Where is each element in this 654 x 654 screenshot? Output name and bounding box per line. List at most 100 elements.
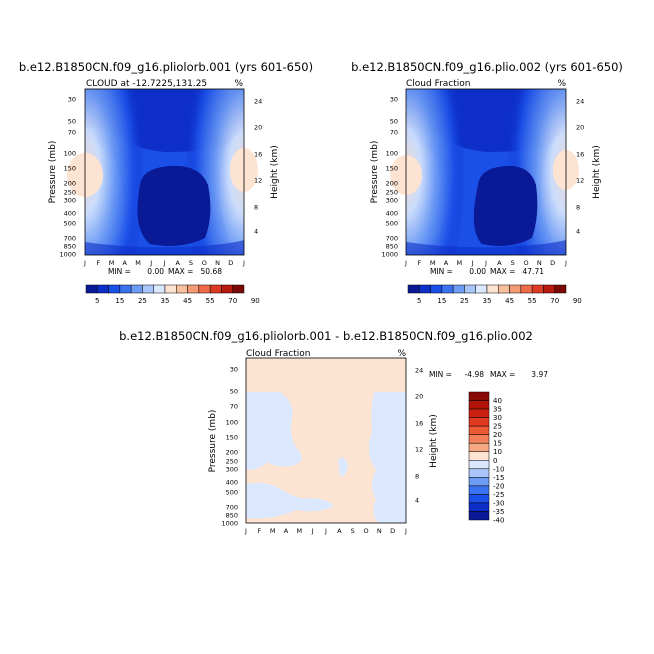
panel-2-yrtick: 24	[576, 98, 584, 106]
colorbar-label: 35	[483, 297, 492, 305]
panel-3-yrtick: 12	[415, 446, 423, 454]
panel-1-xtick: J	[242, 259, 245, 267]
panel-2-colorbar: 5 15 25 35 45 55 70 90	[407, 284, 582, 305]
panel-1-ylabel-right: Height (km)	[270, 145, 280, 199]
colorbar-label: -30	[493, 499, 504, 507]
colorbar-swatch	[142, 284, 154, 294]
panel-2-xtick: O	[523, 259, 528, 267]
colorbar-swatch	[468, 425, 490, 435]
panel-1-ytick: 300	[64, 197, 76, 205]
panel-2-x-ticks: J F M A M J J A S O N D J	[404, 259, 567, 267]
panel-3-ytick: 700	[226, 504, 238, 512]
colorbar-swatch	[441, 284, 454, 294]
panel-1-yrtick: 12	[254, 177, 262, 185]
colorbar-label: -25	[493, 491, 504, 499]
panel-3-xtick: J	[324, 527, 327, 535]
colorbar-label: -20	[493, 482, 504, 490]
panel-3-ytick: 30	[230, 366, 238, 374]
panel-1-ytick: 250	[64, 189, 76, 197]
panel-1-max-label: MAX =	[168, 267, 193, 276]
colorbar-swatch	[452, 284, 465, 294]
panel-2-xtick: F	[417, 259, 421, 267]
colorbar-swatch	[187, 284, 200, 294]
colorbar-swatch	[119, 284, 132, 294]
panel-3-xtick: J	[311, 527, 314, 535]
panel-1-yrtick: 24	[254, 98, 262, 106]
panel-1-subtitle: CLOUD at -12.7225,131.25	[86, 79, 207, 89]
colorbar-label: 55	[206, 297, 215, 305]
panel-1-xtick: O	[202, 259, 207, 267]
panel-1-title: b.e12.B1850CN.f09_g16.pliolorb.001 (yrs …	[19, 60, 313, 74]
panel-1-ytick: 50	[68, 118, 76, 126]
panel-3-min-value: -4.98	[465, 370, 485, 379]
panel-2-xtick: J	[564, 259, 567, 267]
colorbar-label: 35	[493, 406, 502, 414]
panel-1-yrtick: 8	[254, 204, 258, 212]
colorbar-swatch	[468, 400, 490, 410]
panel-1-xtick: M	[109, 259, 115, 267]
panel-3-xtick: J	[244, 527, 247, 535]
panel-3-ytick: 150	[226, 434, 238, 442]
panel-3: b.e12.B1850CN.f09_g16.pliolorb.001 - b.e…	[119, 329, 548, 535]
panel-3-ytick: 400	[226, 479, 238, 487]
panel-2-ylabel: Pressure (mb)	[370, 141, 380, 204]
panel-3-ytick: 100	[226, 419, 238, 427]
panel-2-ytick: 400	[386, 210, 398, 218]
panel-3-max-label: MAX =	[490, 370, 515, 379]
panel-2-ytick: 1000	[381, 251, 398, 259]
colorbar-swatch	[198, 284, 211, 294]
panel-3-yrtick: 20	[415, 393, 423, 401]
colorbar-label: 55	[528, 297, 537, 305]
panel-2-title: b.e12.B1850CN.f09_g16.plio.002 (yrs 601-…	[351, 60, 623, 74]
panel-1-frame	[84, 88, 245, 256]
panel-2-ytick: 500	[386, 220, 398, 228]
panel-1-xtick: D	[228, 259, 233, 267]
colorbar-swatch	[543, 284, 555, 294]
panel-2-xtick: N	[537, 259, 542, 267]
colorbar-label: 5	[95, 297, 99, 305]
colorbar-swatch	[509, 284, 522, 294]
panel-2-yrtick: 20	[576, 124, 584, 132]
panel-1-xtick: J	[163, 259, 166, 267]
panel-3-xtick: A	[337, 527, 342, 535]
colorbar-swatch	[468, 468, 490, 478]
panel-3-ytick: 70	[230, 403, 238, 411]
panel-2-ytick: 100	[386, 150, 398, 158]
colorbar-swatch	[468, 511, 490, 521]
colorbar-swatch	[468, 391, 490, 401]
panel-2-min-value: 0.00	[469, 267, 486, 276]
panel-3-xtick: J	[404, 527, 407, 535]
panel-1-max-value: 50.68	[201, 267, 223, 276]
panel-3-ytick: 50	[230, 388, 238, 396]
colorbar-label: 40	[493, 397, 502, 405]
panel-3-yrtick: 8	[415, 473, 419, 481]
panel-1-ytick: 400	[64, 210, 76, 218]
panel-3-xtick: O	[363, 527, 368, 535]
panel-2-y-ticks: 30 50 70 100 150 200 250 300 400 500 700…	[381, 96, 398, 259]
panel-3-contour-field	[246, 358, 406, 523]
panel-3-xtick: M	[297, 527, 303, 535]
colorbar-label: 90	[251, 297, 260, 305]
panel-2-ytick: 30	[390, 96, 398, 104]
panel-2-yr-ticks: 24 20 16 12 8 4	[576, 98, 584, 236]
panel-3-ytick: 200	[226, 449, 238, 457]
panel-1-x-ticks: J F M A M J J A S O N D J	[83, 259, 245, 267]
panel-3-title: b.e12.B1850CN.f09_g16.pliolorb.001 - b.e…	[119, 329, 533, 343]
panel-3-xtick: F	[257, 527, 261, 535]
colorbar-swatch	[468, 408, 490, 418]
panel-1-ytick: 150	[64, 165, 76, 173]
colorbar-swatch	[85, 284, 98, 294]
panel-2-contour-field	[390, 89, 579, 255]
colorbar-swatch	[164, 284, 177, 294]
panel-3-ytick: 250	[226, 458, 238, 466]
colorbar-label: -40	[493, 517, 504, 525]
panel-1-xtick: F	[96, 259, 100, 267]
colorbar-swatch	[176, 284, 188, 294]
panel-1-xtick: J	[149, 259, 152, 267]
panel-1-ytick: 100	[64, 150, 76, 158]
colorbar-label: -10	[493, 465, 504, 473]
panel-2-xtick: M	[457, 259, 463, 267]
panel-1-xtick: M	[135, 259, 141, 267]
colorbar-swatch	[407, 284, 420, 294]
panel-1-contour-field	[67, 89, 258, 255]
